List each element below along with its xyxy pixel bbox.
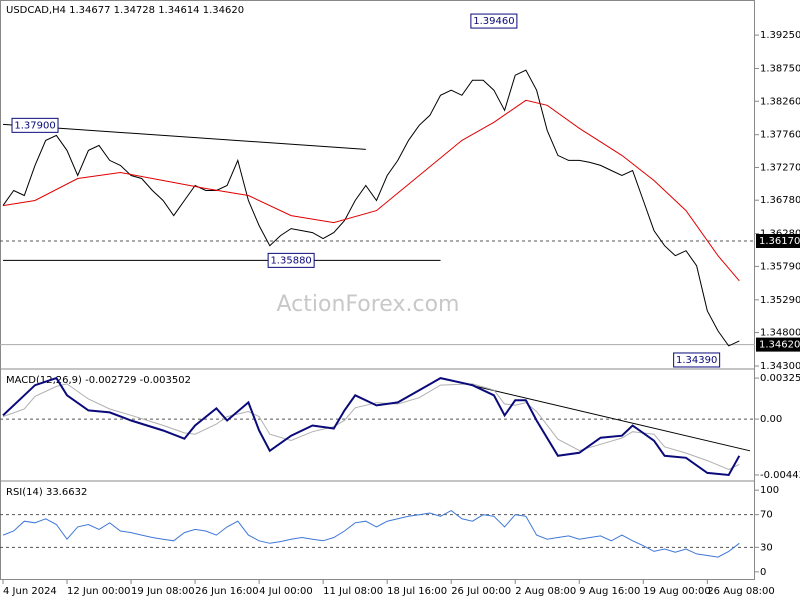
annotation-box	[470, 13, 518, 29]
y-tick-label: -0.004439	[760, 470, 800, 481]
y-tick-label: 30	[760, 542, 773, 553]
y-tick-label: 1.35290	[760, 295, 800, 306]
y-tick-label: 1.39250	[760, 30, 800, 41]
y-tick-label: 70	[760, 510, 773, 521]
annotation-label: 1.37900	[14, 120, 55, 131]
x-tick-label: 26 Jul 00:00	[451, 586, 511, 597]
series-line	[2, 383, 740, 470]
x-tick-label: 9 Aug 16:00	[579, 586, 640, 597]
series-line	[2, 376, 741, 477]
trendline	[440, 377, 751, 452]
y-tick-label: 0	[760, 567, 766, 578]
level-label-box	[756, 233, 800, 248]
panel-title: MACD(12,26,9) -0.002729 -0.003502	[6, 375, 191, 386]
x-tick-label: 4 Jun 2024	[3, 586, 57, 597]
x-tick-label: 11 Jul 08:00	[323, 586, 383, 597]
y-tick-label: 1.38750	[760, 64, 800, 75]
series-line	[2, 99, 740, 282]
x-tick-label: 19 Jun 08:00	[131, 586, 195, 597]
x-tick-label: 18 Jul 16:00	[387, 586, 447, 597]
panel-title: RSI(14) 33.6632	[6, 487, 87, 498]
x-tick-label: 19 Aug 00:00	[643, 586, 710, 597]
y-tick-label: 1.36780	[760, 195, 800, 206]
y-tick-label: 1.35790	[760, 261, 800, 272]
x-tick-label: 26 Aug 08:00	[707, 586, 774, 597]
y-tick-label: 0.00	[760, 414, 782, 425]
plot-frame	[0, 0, 755, 580]
level-label-box	[756, 337, 800, 352]
y-tick-label: 1.37270	[760, 162, 800, 173]
trendline	[2, 123, 366, 150]
panel-title: USDCAD,H4 1.34677 1.34728 1.34614 1.3462…	[6, 5, 244, 16]
annotation-label: 1.39460	[473, 16, 514, 27]
x-tick-label: 2 Aug 08:00	[515, 586, 576, 597]
y-tick-label: 1.34800	[760, 328, 800, 339]
watermark: ActionForex.com	[277, 292, 460, 317]
y-tick-label: 0.003259	[760, 373, 800, 384]
annotation-box	[11, 117, 59, 133]
series-line	[2, 510, 740, 558]
annotation-label: 1.35880	[270, 255, 311, 266]
level-label: 1.34620	[759, 340, 800, 351]
series-line	[2, 69, 740, 347]
level-label: 1.36170	[759, 236, 800, 247]
x-tick-label: 26 Jun 16:00	[195, 586, 259, 597]
y-tick-label: 1.37760	[760, 130, 800, 141]
annotation-label: 1.34390	[676, 355, 717, 366]
annotation-box	[267, 252, 315, 268]
annotation-box	[673, 352, 721, 368]
y-tick-label: 1.38260	[760, 96, 800, 107]
y-tick-label: 100	[760, 485, 779, 496]
y-tick-label: 1.34300	[760, 361, 800, 372]
x-tick-label: 4 Jul 00:00	[259, 586, 313, 597]
x-tick-label: 12 Jun 00:00	[67, 586, 131, 597]
